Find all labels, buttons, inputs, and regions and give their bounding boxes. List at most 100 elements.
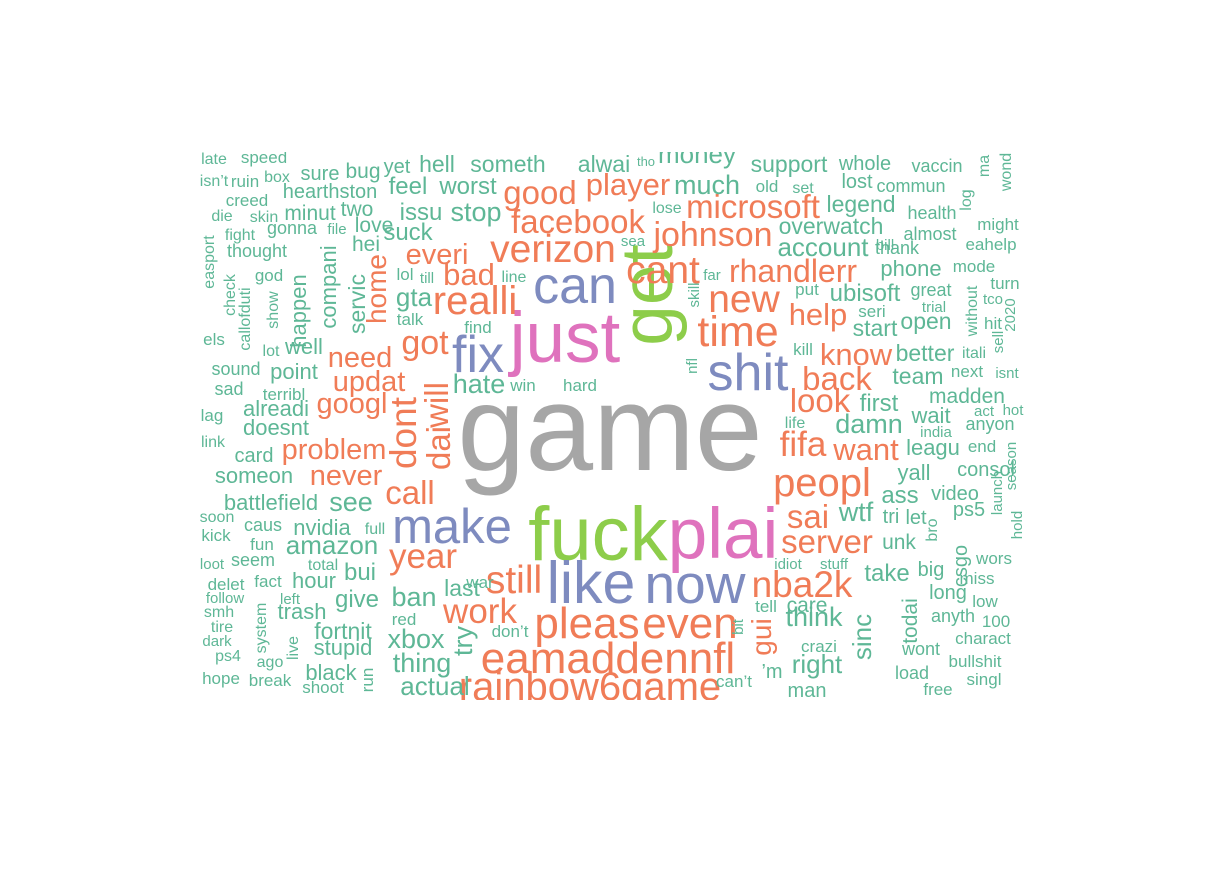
word-updat: updat: [333, 366, 406, 398]
word-season: season: [1003, 442, 1020, 490]
word-peopl: peopl: [773, 461, 871, 505]
word-commun: commun: [876, 176, 945, 196]
word-itali: itali: [962, 345, 986, 362]
word-verizon: verizon: [490, 228, 616, 271]
word-long: long: [929, 582, 967, 604]
word-make: make: [392, 500, 512, 554]
word-hot: hot: [1003, 402, 1025, 419]
word-minut: minut: [284, 202, 336, 225]
word-realli: realli: [433, 279, 517, 323]
word-cant: cant: [626, 249, 700, 292]
word-csgo: csgo: [950, 545, 972, 587]
word-stuff: stuff: [820, 556, 849, 573]
word-support: support: [751, 151, 828, 177]
word-can-t: can’t: [716, 672, 752, 691]
word-m: ’m: [761, 661, 782, 683]
word-try: try: [448, 626, 478, 656]
word-lose: lose: [652, 200, 681, 217]
word-launch: launch: [989, 471, 1006, 515]
word-ago: ago: [257, 654, 284, 671]
word-want: want: [832, 432, 899, 467]
word-hour: hour: [292, 568, 336, 593]
word-big: big: [918, 559, 945, 581]
word-sound: sound: [211, 359, 260, 379]
word-someon: someon: [215, 463, 293, 488]
word-link: link: [201, 434, 226, 451]
word-god: god: [255, 266, 283, 285]
word-todai: todai: [899, 598, 922, 644]
word-hard: hard: [563, 376, 597, 395]
word-thank: thank: [875, 238, 920, 258]
word-almost: almost: [903, 224, 956, 244]
word-alreadi: alreadi: [243, 396, 309, 421]
word-got: got: [401, 324, 449, 362]
word-well: well: [284, 334, 323, 359]
word-nfl: nfl: [684, 358, 701, 374]
word-war: war: [465, 573, 494, 592]
word-fuck: fuck: [528, 492, 668, 577]
word-home: home: [361, 254, 392, 324]
word-ever: ever: [733, 698, 772, 720]
word-great: great: [910, 280, 951, 300]
word-sad: sad: [214, 379, 243, 399]
word-lost: lost: [841, 171, 873, 193]
word-just: just: [508, 299, 621, 378]
word-black: black: [305, 660, 357, 685]
word-will: will: [418, 382, 455, 429]
word-suck: suck: [383, 219, 433, 246]
word-wait: wait: [910, 403, 950, 428]
word-never: never: [310, 460, 383, 492]
word-next: next: [951, 362, 983, 381]
word-isn-t: isn’t: [200, 173, 229, 190]
word-care: care: [787, 594, 828, 617]
word-hit: hit: [984, 314, 1002, 333]
word-eamaddennfl: eamaddennfl: [481, 634, 735, 683]
word-ps4: ps4: [215, 648, 241, 665]
word-shoot: shoot: [302, 678, 344, 697]
word-actual: actual: [400, 671, 469, 701]
word-sai: sai: [787, 498, 829, 535]
word-vaccin: vaccin: [911, 156, 962, 176]
word-singl: singl: [967, 670, 1002, 689]
word-fight: fight: [225, 227, 256, 244]
word-bro: bro: [924, 518, 941, 541]
word-account: account: [777, 232, 869, 262]
word-stupid: stupid: [314, 635, 373, 660]
word-man: man: [788, 680, 827, 702]
word-trial: trial: [922, 299, 946, 316]
word-red: red: [392, 610, 417, 629]
word-left: left: [280, 591, 301, 608]
word-put: put: [795, 280, 819, 299]
word-trash: trash: [278, 599, 327, 624]
word-call: call: [385, 474, 435, 511]
word-shit: shit: [708, 344, 789, 402]
word-alwai: alwai: [578, 151, 630, 177]
word-facebook: facebook: [511, 203, 645, 240]
word-far: far: [703, 267, 721, 284]
word-whole: whole: [838, 153, 891, 175]
word-india: india: [920, 424, 952, 441]
word-right: right: [792, 649, 843, 679]
word-free: free: [923, 680, 952, 699]
word-100: 100: [982, 612, 1010, 631]
word-hope: hope: [202, 669, 240, 688]
word-bui: bui: [344, 559, 376, 586]
word-see: see: [329, 487, 373, 517]
word-turn: turn: [990, 274, 1019, 293]
word-rainbow6game: rainbow6game: [459, 665, 721, 709]
word-ubisoft: ubisoft: [830, 280, 901, 307]
word-last: last: [444, 575, 480, 601]
word-mode: mode: [953, 257, 996, 276]
word-love: love: [355, 214, 394, 237]
word-tell: tell: [755, 597, 777, 616]
word-wors: wors: [975, 549, 1012, 568]
word-tho: tho: [637, 154, 655, 169]
word-first: first: [860, 390, 899, 417]
word-easport: easport: [201, 235, 218, 289]
word-kick: kick: [201, 526, 231, 545]
word-find: find: [464, 318, 491, 337]
word-overwatch: overwatch: [779, 213, 884, 239]
word-tire: tire: [211, 619, 233, 636]
word-loot: loot: [200, 556, 225, 573]
